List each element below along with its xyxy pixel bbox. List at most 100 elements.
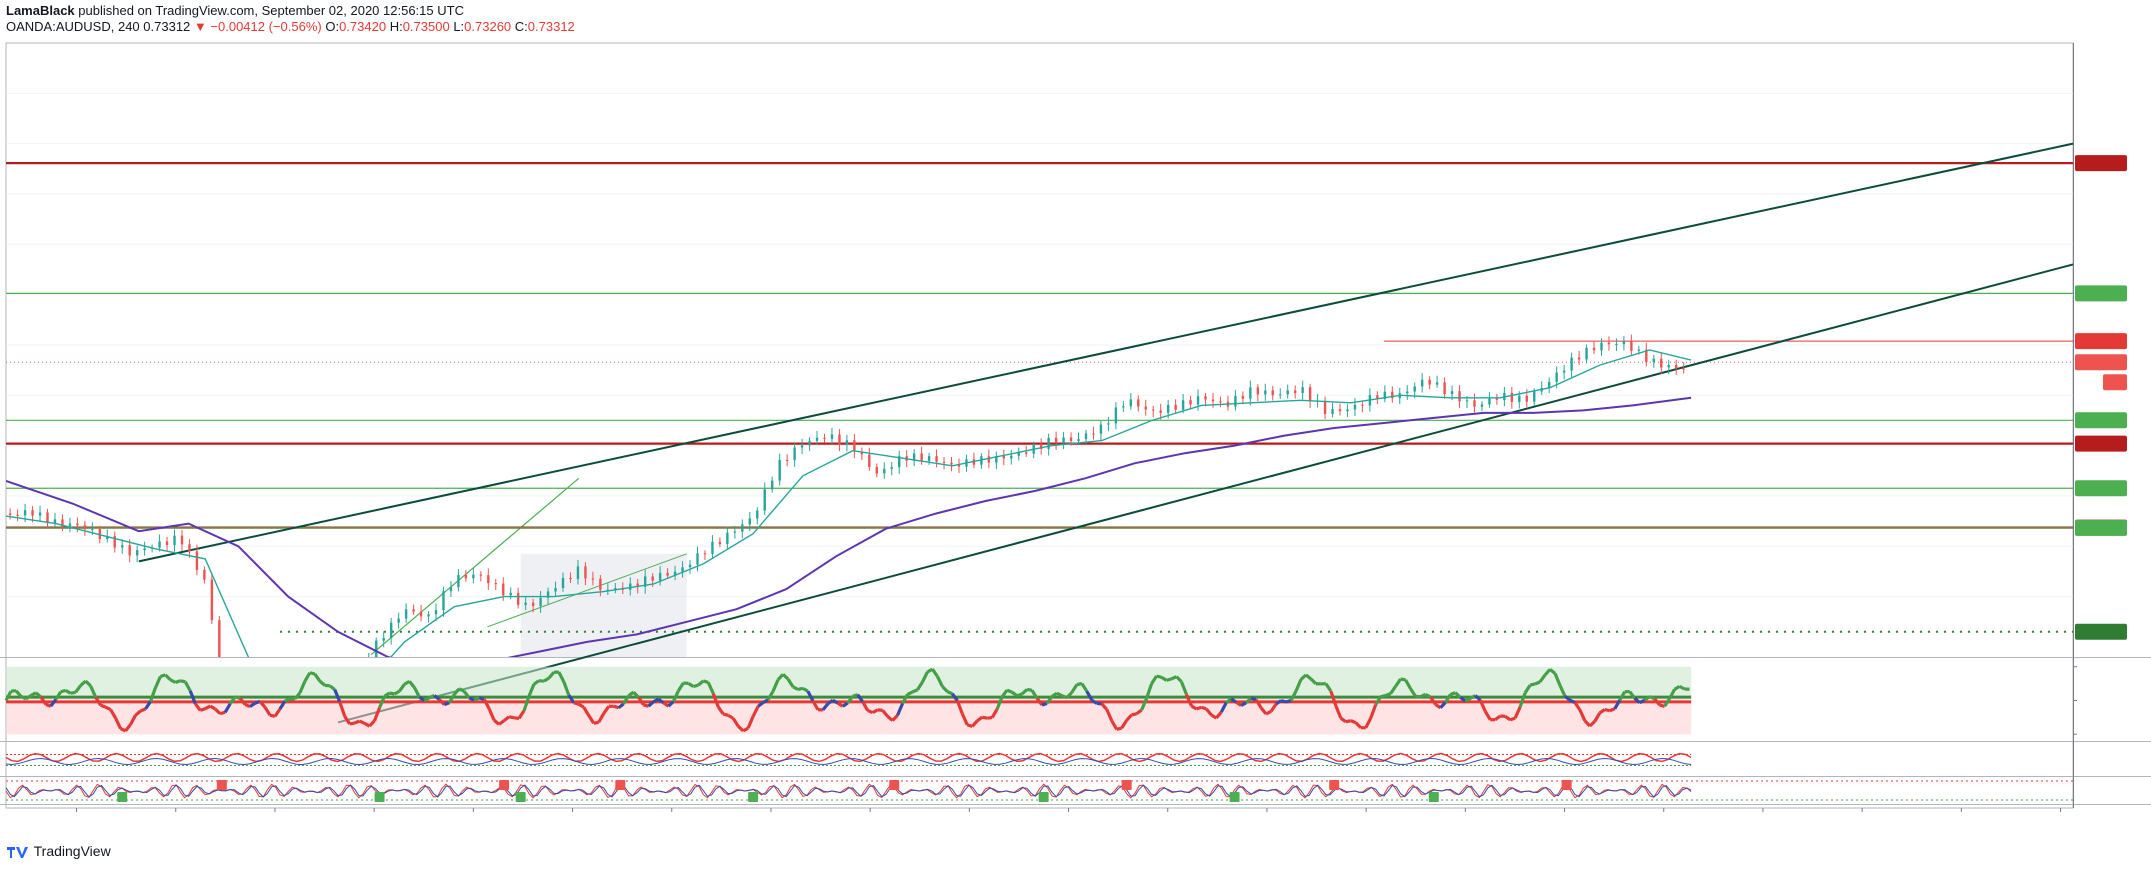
oscillator-1-segment	[662, 701, 670, 708]
candle-body	[53, 519, 57, 524]
candle-body	[1069, 437, 1073, 441]
low-value: 0.73260	[464, 19, 512, 34]
oscillator-1-segment	[209, 704, 216, 711]
oscillator-1-segment	[543, 676, 550, 683]
oscillator-1-segment	[946, 690, 953, 696]
candle-body	[487, 575, 490, 584]
oscillator-1-segment	[1439, 701, 1447, 709]
candle-body	[68, 523, 72, 527]
oscillator-1-segment	[1334, 705, 1343, 719]
oscillator-1-segment	[1225, 697, 1233, 704]
oscillator-1-segment	[901, 693, 909, 705]
oscillator-1-segment	[14, 689, 23, 698]
candle-body	[1107, 423, 1110, 425]
candle-body	[375, 640, 378, 657]
candle-body	[927, 456, 931, 461]
diagonal-trend-line[interactable]	[487, 553, 687, 628]
candle-body	[1241, 395, 1245, 399]
oscillator-1-segment	[647, 700, 655, 708]
candle-body	[31, 510, 34, 516]
oscillator-1-segment	[751, 705, 760, 718]
oscillator-1-segment	[39, 696, 48, 706]
author-name[interactable]: LamaBlack	[6, 3, 75, 18]
candle-body	[479, 574, 483, 576]
candle-body	[1196, 396, 1200, 405]
candle-body	[793, 447, 796, 461]
oscillator-1-segment	[1285, 698, 1292, 704]
bull-signal-marker	[374, 792, 385, 802]
oscillator-1-segment	[861, 700, 870, 712]
oscillator-1-segment	[403, 679, 411, 686]
oscillator-1-segment	[995, 696, 1004, 710]
oscillator-1-segment	[513, 716, 520, 720]
candle-body	[494, 583, 497, 585]
oscillator-1-segment	[487, 708, 496, 721]
candle-body	[1062, 437, 1065, 444]
candle-body	[838, 434, 841, 445]
oscillator-1-segment	[1573, 701, 1582, 711]
tradingview-logo-icon	[7, 847, 28, 859]
oscillator-1-segment	[1016, 692, 1023, 698]
oscillator-1-segment	[1459, 696, 1467, 703]
oscillator-1-segment	[188, 690, 197, 705]
channel-trend-line[interactable]	[337, 263, 2074, 724]
candle-body	[957, 464, 961, 467]
oscillator-1-segment	[776, 673, 785, 681]
oscillator-1-segment	[522, 695, 531, 712]
candle-body	[1249, 387, 1252, 399]
candle-body	[121, 545, 124, 548]
oscillator-1-segment	[916, 681, 924, 691]
oscillator-1-segment	[124, 723, 132, 732]
oscillator-1-segment	[841, 701, 849, 708]
oscillator-1-segment	[1543, 668, 1552, 676]
high-value: 0.73500	[402, 19, 450, 34]
oscillator-1-segment	[1385, 692, 1392, 698]
oscillator-1-segment	[1659, 703, 1665, 708]
oscillator-1-segment	[1444, 693, 1452, 704]
price-level-tag	[2075, 412, 2127, 429]
candle-body	[1189, 400, 1192, 405]
candle-body	[1181, 400, 1185, 410]
candle-body	[158, 541, 161, 548]
oscillator-1-segment	[1190, 704, 1198, 711]
symbol-line: OANDA:AUDUSD, 240 0.73312 ▼ −0.00412 (−0…	[6, 19, 575, 35]
diagonal-trend-line[interactable]	[370, 477, 580, 655]
symbol-label[interactable]: OANDA:AUDUSD, 240	[6, 19, 140, 34]
brand-label[interactable]: TradingView	[33, 843, 111, 859]
oscillator-1-segment	[1304, 673, 1312, 681]
candle-body	[703, 553, 707, 555]
channel-trend-line[interactable]	[138, 142, 2074, 563]
candle-body	[912, 453, 916, 461]
oscillator-1-segment	[1604, 707, 1611, 713]
candle-body	[950, 462, 953, 465]
oscillator-1-segment	[1478, 699, 1487, 713]
candle-body	[427, 614, 430, 617]
oscillator-1-segment	[228, 695, 237, 705]
candle-body	[1600, 342, 1603, 351]
oscillator-1-segment	[153, 675, 162, 689]
oscillator-1-segment	[1549, 668, 1556, 675]
oscillator-1-segment	[976, 715, 984, 723]
candle-body	[696, 553, 699, 565]
oscillator-1-segment	[383, 691, 391, 698]
oscillator-1-segment	[697, 679, 705, 687]
oscillator-1-segment	[846, 695, 855, 705]
price-change: −0.00412 (−0.56%)	[210, 19, 322, 34]
candle-body	[8, 513, 12, 515]
oscillator-1-segment	[836, 701, 844, 708]
candle-body	[830, 434, 834, 439]
oscillator-1-segment	[852, 693, 859, 698]
price-pane	[6, 334, 1692, 657]
oscillator-1-segment	[886, 715, 894, 722]
ma-slow-line	[6, 396, 1692, 657]
bull-signal-marker	[1229, 792, 1240, 802]
oscillator-1-segment	[762, 698, 769, 704]
oscillator-1-segment	[1035, 697, 1044, 707]
candle-body	[165, 541, 169, 546]
oscillator-1-segment	[990, 708, 999, 719]
oscillator-1-segment	[981, 715, 988, 720]
oscillator-1-segment	[493, 718, 501, 726]
oscillator-1-segment	[433, 694, 441, 701]
oscillator-1-segment	[856, 693, 864, 703]
